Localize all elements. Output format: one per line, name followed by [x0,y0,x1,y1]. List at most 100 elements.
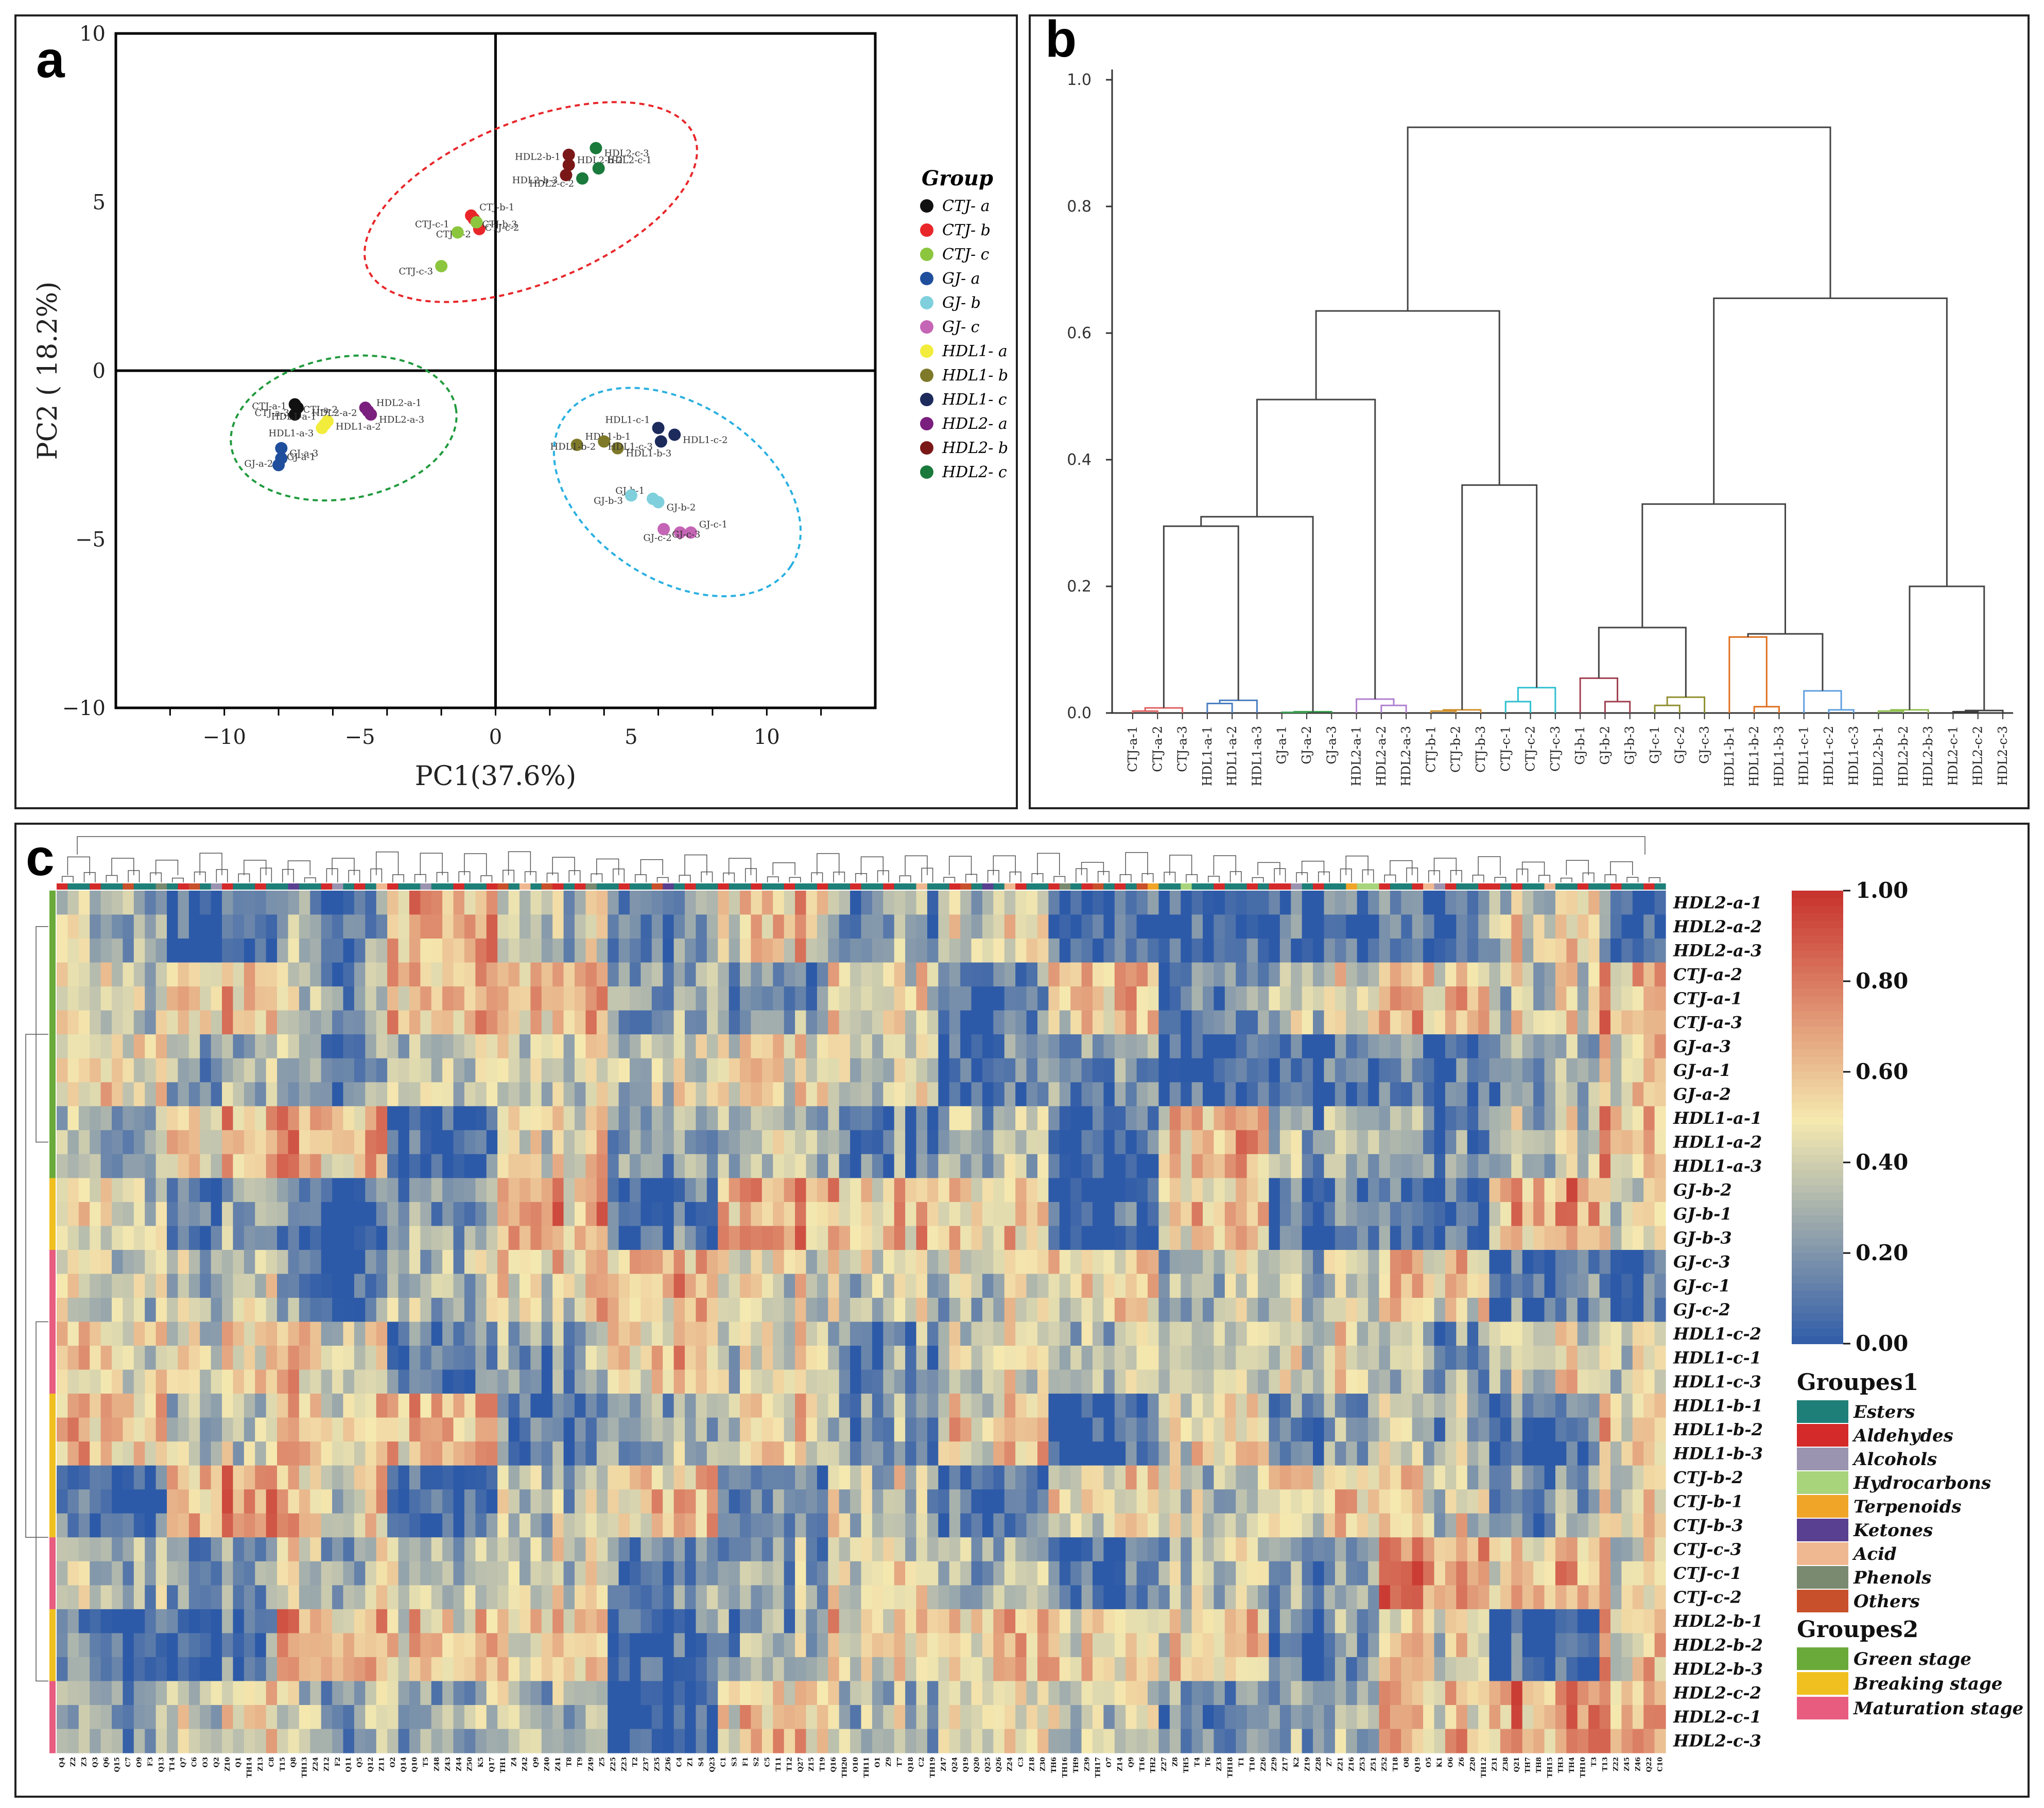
heatmap-cell [795,1346,807,1370]
heatmap-cell [883,1585,895,1610]
heatmap-cell [894,1130,906,1155]
heatmap-cell [1291,1010,1303,1035]
heatmap-cell [960,938,972,963]
heatmap-cell [795,1369,807,1394]
heatmap-cell [486,1369,498,1394]
heatmap-cell [1236,1322,1248,1346]
heatmap-cell [255,1058,267,1083]
heatmap-cell [883,1106,895,1131]
heatmap-cell [1158,1202,1170,1226]
heatmap-cell [1092,1178,1104,1203]
heatmap-cell [1313,891,1325,915]
heatmap-cell [1214,1537,1225,1562]
heatmap-cell [1214,1465,1225,1490]
heatmap-cell [1346,1346,1358,1370]
heatmap-cell [1224,1369,1236,1394]
heatmap-cell [442,1106,454,1131]
heatmap-cell [1224,1561,1236,1586]
heatmap-cell [78,938,90,963]
heatmap-cell [365,1633,377,1658]
heatmap-cell [1467,1561,1479,1586]
heatmap-cell [1445,1034,1457,1059]
heatmap-cell [761,1130,773,1155]
heatmap-cell [795,1058,807,1083]
heatmap-cell [828,1537,840,1562]
heatmap-cell [442,1537,454,1562]
heatmap-cell [409,1322,421,1346]
heatmap-cell [563,962,575,987]
heatmap-cell [133,1154,145,1178]
heatmap-cell [982,1441,994,1466]
heatmap-cell [1203,1154,1215,1178]
heatmap-cell [1236,1034,1248,1059]
heatmap-cell [1302,1010,1313,1035]
heatmap-cell [883,1537,895,1562]
heatmap-cell [1081,1537,1093,1562]
heatmap-cell [1588,1226,1600,1250]
heatmap-cell [574,1106,586,1131]
heatmap-cell [1621,1297,1633,1323]
heatmap-cell [475,1274,487,1298]
x-axis-title: PC1(37.6%) [415,761,577,792]
heatmap-cell [1169,1249,1181,1275]
heatmap-cell [67,1609,79,1633]
heatmap-cell [200,1489,212,1514]
heatmap-cell [1555,1010,1567,1035]
heatmap-cell [872,1561,884,1586]
heatmap-cell [310,1130,322,1155]
heatmap-cell [784,914,795,939]
heatmap-cell [398,986,410,1011]
legend-marker [920,199,933,213]
heatmap-cell [133,1058,145,1083]
heatmap-cell [1004,986,1016,1011]
heatmap-cell [188,1178,200,1203]
dendro-leaf-label: GJ-b-2 [1598,726,1612,765]
heatmap-cell [1423,1322,1435,1346]
heatmap-cell [266,1226,278,1250]
heatmap-cell [530,1657,542,1682]
heatmap-cell [563,1633,575,1658]
heatmap-cell [1478,1130,1490,1155]
heatmap-cell [200,1609,212,1633]
heatmap-cell [398,1441,410,1466]
heatmap-cell [872,1202,884,1226]
heatmap-cell [761,1058,773,1083]
heatmap-cell [761,1633,773,1658]
heatmap-cell [464,1346,476,1370]
heatmap-cell [1467,1034,1479,1059]
heatmap-cell [993,1010,1005,1035]
heatmap-cell [640,962,652,987]
heatmap-cell [850,1154,862,1178]
heatmap-cell [1191,1058,1203,1083]
heatmap-cell [1103,1202,1115,1226]
heatmap-cell [839,1034,851,1059]
heatmap-cell [1015,986,1027,1011]
heatmap-cell [1445,1561,1457,1586]
heatmap-cell [354,1657,366,1682]
heatmap-cell [67,1465,79,1490]
heatmap-cell [431,1034,443,1059]
heatmap-cell [519,1346,531,1370]
heatmap-cell [1158,962,1170,987]
heatmap-cell [630,1633,642,1658]
heatmap-cell [971,986,983,1011]
pca-point [592,162,605,175]
heatmap-cell [1654,1082,1666,1107]
heatmap-cell [1335,891,1346,915]
heatmap-cell [1478,1202,1490,1226]
heatmap-cell [1610,1249,1622,1275]
heatmap-cell [1401,1202,1413,1226]
heatmap-cell [806,1322,818,1346]
heatmap-cell [706,1417,718,1442]
heatmap-cell [971,1130,983,1155]
heatmap-cell [1269,1417,1280,1442]
heatmap-cell [1621,1465,1633,1490]
heatmap-cell [993,1609,1005,1633]
heatmap-cell [1048,1417,1060,1442]
heatmap-cell [266,1465,278,1490]
heatmap-cell [971,938,983,963]
heatmap-cell [1136,1226,1148,1250]
heatmap-cell [1191,1369,1203,1394]
heatmap-cell [100,1489,112,1514]
heatmap-cell [1246,962,1258,987]
